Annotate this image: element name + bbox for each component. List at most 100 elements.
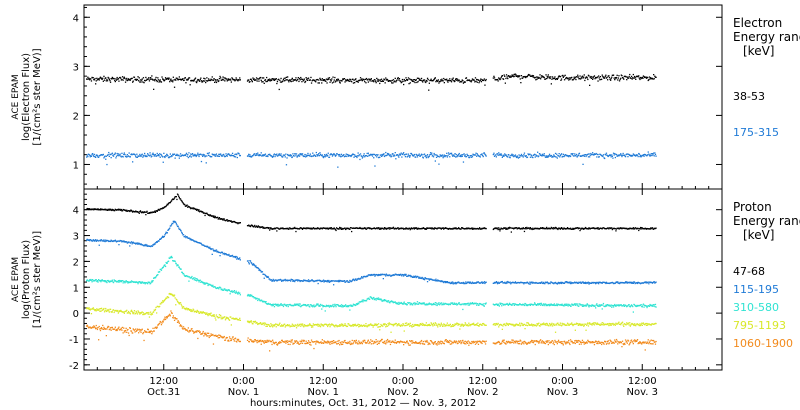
- data-point: [556, 78, 558, 80]
- data-point: [336, 80, 338, 82]
- data-point: [117, 312, 119, 314]
- data-point: [498, 304, 500, 306]
- data-point: [467, 302, 469, 305]
- data-point: [188, 280, 190, 282]
- data-point: [538, 155, 540, 157]
- data-point: [302, 79, 304, 81]
- data-point: [351, 154, 353, 157]
- data-point: [382, 278, 384, 280]
- data-point: [508, 75, 510, 77]
- data-point: [325, 153, 328, 156]
- data-point: [351, 230, 353, 233]
- data-point: [192, 155, 194, 157]
- data-point: [543, 281, 545, 284]
- data-point: [428, 278, 430, 280]
- data-point: [519, 156, 521, 158]
- data-point: [156, 241, 158, 243]
- data-point: [286, 279, 288, 281]
- data-point: [284, 303, 286, 305]
- data-point: [158, 240, 160, 242]
- data-point: [154, 80, 156, 82]
- data-point: [284, 156, 286, 158]
- data-point: [361, 155, 363, 157]
- data-point: [535, 79, 537, 81]
- data-point: [424, 277, 426, 279]
- data-point: [367, 79, 369, 81]
- data-point: [307, 152, 309, 155]
- data-point: [475, 282, 477, 284]
- data-point: [334, 76, 336, 79]
- data-point: [582, 304, 584, 306]
- data-point: [443, 77, 445, 80]
- data-point: [319, 153, 322, 156]
- data-point: [576, 281, 578, 284]
- data-point: [120, 240, 122, 242]
- data-point: [132, 211, 134, 213]
- data-point: [221, 155, 224, 157]
- data-point: [145, 79, 148, 81]
- data-point: [137, 283, 139, 285]
- data-point: [513, 76, 515, 78]
- data-point: [493, 282, 495, 284]
- data-point: [556, 283, 558, 285]
- data-point: [153, 153, 155, 156]
- data-point: [161, 155, 163, 157]
- data-point: [630, 155, 632, 157]
- data-point: [412, 79, 414, 81]
- data-point: [368, 79, 371, 81]
- data-point: [282, 305, 285, 308]
- data-point: [202, 211, 204, 213]
- data-point: [378, 79, 380, 81]
- data-point: [175, 223, 177, 225]
- data-point: [359, 158, 361, 161]
- data-point: [585, 155, 587, 158]
- data-point: [234, 255, 236, 258]
- data-point: [186, 204, 188, 206]
- data-point: [409, 304, 411, 306]
- data-point: [187, 156, 189, 159]
- data-point: [409, 78, 411, 80]
- data-point: [442, 281, 444, 283]
- data-point: [100, 310, 102, 312]
- data-point: [117, 280, 119, 282]
- data-point: [196, 80, 198, 82]
- data-point: [159, 271, 161, 273]
- data-point: [586, 77, 588, 79]
- data-point: [214, 215, 216, 218]
- data-point: [398, 228, 400, 230]
- data-point: [648, 79, 650, 81]
- data-point: [257, 267, 259, 269]
- data-point: [129, 156, 131, 158]
- data-point: [555, 227, 557, 229]
- data-point: [235, 255, 237, 258]
- data-point: [309, 153, 311, 155]
- data-point: [392, 79, 395, 81]
- data-point: [336, 153, 338, 155]
- data-point: [228, 253, 230, 256]
- data-point: [342, 154, 344, 156]
- data-point: [126, 77, 128, 80]
- data-point: [260, 269, 262, 272]
- instrument-label: ACE EPAM: [11, 74, 21, 119]
- data-point: [460, 228, 462, 230]
- data-point: [191, 275, 193, 278]
- data-point: [149, 313, 151, 315]
- data-point: [297, 78, 299, 81]
- data-point: [115, 240, 117, 242]
- data-point: [363, 227, 365, 230]
- data-point: [566, 227, 569, 229]
- data-point: [628, 154, 630, 156]
- data-point: [650, 77, 652, 79]
- data-point: [417, 81, 419, 83]
- data-point: [400, 152, 402, 154]
- data-point: [141, 154, 143, 156]
- data-point: [292, 153, 294, 155]
- data-point: [502, 228, 504, 230]
- data-point: [482, 155, 484, 158]
- data-point: [456, 156, 458, 158]
- data-point: [511, 74, 513, 76]
- data-point: [148, 316, 151, 318]
- data-point: [370, 296, 372, 298]
- data-point: [395, 81, 397, 83]
- data-point: [476, 155, 478, 157]
